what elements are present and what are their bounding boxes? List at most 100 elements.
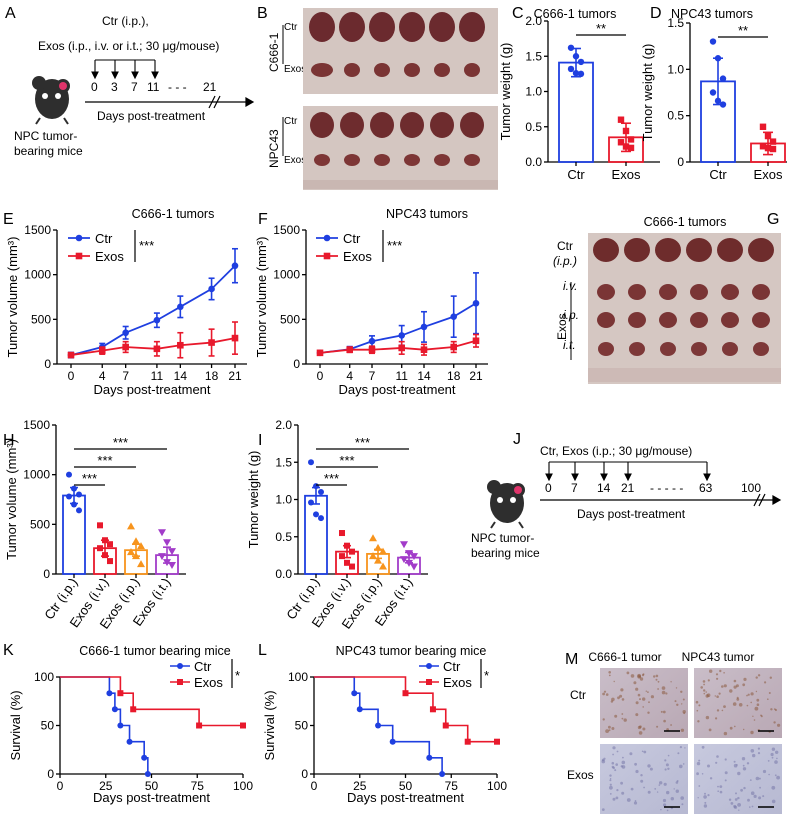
- cell-dot: [663, 719, 666, 723]
- cell-dot: [734, 725, 736, 728]
- cell-dot: [705, 691, 707, 693]
- data-point: [308, 499, 314, 506]
- y-tick-label: 500: [30, 517, 50, 531]
- cell-dot: [611, 765, 614, 769]
- panel-label-i: I: [258, 432, 262, 449]
- cell-dot: [662, 710, 666, 714]
- schema-j-day-14: 14: [597, 481, 611, 495]
- panel-m: M C666-1 tumor NPC43 tumor Ctr Exos: [565, 650, 782, 814]
- cell-dot: [657, 688, 659, 690]
- cell-dot: [759, 786, 761, 789]
- tumor-b-ctr-2: [370, 112, 394, 138]
- cell-dot: [743, 728, 745, 731]
- significance-label: *: [235, 668, 240, 683]
- tumor-b-ctr-2: [430, 112, 454, 138]
- legend-label: Exos: [95, 249, 124, 264]
- cell-dot: [736, 764, 738, 766]
- cell-dot: [634, 800, 637, 802]
- significance-label: ***: [139, 238, 154, 253]
- tumor-g-it: [691, 342, 707, 356]
- cell-dot: [647, 711, 650, 714]
- tumor-g-ctr: [624, 238, 650, 262]
- data-point: [316, 349, 324, 357]
- cell-dot: [705, 715, 710, 720]
- cell-dot: [747, 798, 750, 802]
- data-point: [398, 344, 406, 352]
- cell-dot: [715, 717, 718, 720]
- tumor-g-ip: [659, 312, 677, 328]
- y-tick-label: 0: [677, 155, 684, 169]
- data-point: [709, 89, 717, 96]
- x-tick-label: Ctr: [567, 167, 585, 182]
- tumor-g-ip: [628, 312, 646, 328]
- panel-label-c: C: [512, 5, 524, 22]
- data-point: [617, 139, 625, 146]
- cell-dot: [697, 720, 700, 723]
- cell-dot: [775, 750, 779, 754]
- data-point: [410, 563, 418, 571]
- cell-dot: [614, 714, 618, 718]
- data-point: [472, 299, 480, 307]
- cell-dot: [755, 676, 758, 679]
- schema-a-mouse-line2: bearing mice: [14, 144, 83, 158]
- data-point: [400, 556, 408, 564]
- cell-dot: [681, 703, 683, 705]
- data-point: [177, 341, 184, 349]
- x-tick-label: 75: [191, 779, 205, 793]
- cell-dot: [611, 697, 615, 702]
- schema-j-mouse-line2: bearing mice: [471, 546, 540, 560]
- cell-dot: [724, 758, 727, 761]
- cell-dot: [609, 779, 612, 782]
- cell-dot: [776, 757, 778, 760]
- cell-dot: [640, 774, 643, 777]
- cell-dot: [635, 769, 639, 774]
- data-point: [168, 562, 176, 570]
- data-point: [351, 690, 358, 697]
- data-point: [323, 252, 331, 260]
- cell-dot: [767, 698, 769, 700]
- cell-dot: [701, 773, 704, 775]
- cell-dot: [774, 774, 777, 777]
- cell-dot: [616, 750, 619, 753]
- cell-dot: [724, 771, 728, 775]
- cell-dot: [716, 695, 719, 698]
- cell-dot: [615, 763, 618, 766]
- x-tick-label: Exos: [754, 167, 783, 182]
- data-point: [617, 116, 625, 123]
- data-point: [137, 560, 145, 568]
- data-point: [759, 143, 767, 150]
- data-point: [163, 559, 171, 567]
- cell-dot: [771, 799, 776, 804]
- ruler-g: [588, 368, 781, 382]
- x-tick-label: 100: [487, 779, 507, 793]
- photo-m-col1: C666-1 tumor: [588, 650, 661, 664]
- significance-label: ***: [355, 435, 370, 450]
- significance-label: ***: [324, 471, 339, 486]
- data-point: [439, 771, 446, 777]
- cell-dot: [723, 731, 728, 736]
- cell-dot: [733, 804, 737, 808]
- cell-dot: [752, 753, 756, 758]
- cell-dot: [742, 683, 746, 687]
- cell-dot: [633, 681, 637, 685]
- cell-dot: [609, 793, 612, 795]
- data-point: [567, 44, 575, 51]
- data-point: [153, 345, 161, 353]
- cell-dot: [706, 693, 711, 697]
- y-tick-label: 1000: [23, 468, 50, 482]
- cell-dot: [756, 703, 760, 706]
- significance-label: *: [484, 668, 489, 683]
- cell-dot: [696, 709, 699, 712]
- panel-label-g: G: [767, 211, 779, 228]
- legend-label: Exos: [443, 675, 472, 690]
- cell-dot: [653, 675, 656, 678]
- tumor-g-ctr: [593, 238, 619, 262]
- cell-dot: [704, 792, 706, 795]
- y-tick-label: 100: [288, 670, 308, 684]
- cell-dot: [757, 674, 761, 677]
- data-point: [420, 323, 428, 331]
- y-tick-label: 0: [43, 567, 50, 581]
- tumor-b-ctr-2: [400, 112, 424, 138]
- y-axis-label: Survival (%): [8, 690, 23, 760]
- tumor-b-exos-2: [464, 154, 480, 166]
